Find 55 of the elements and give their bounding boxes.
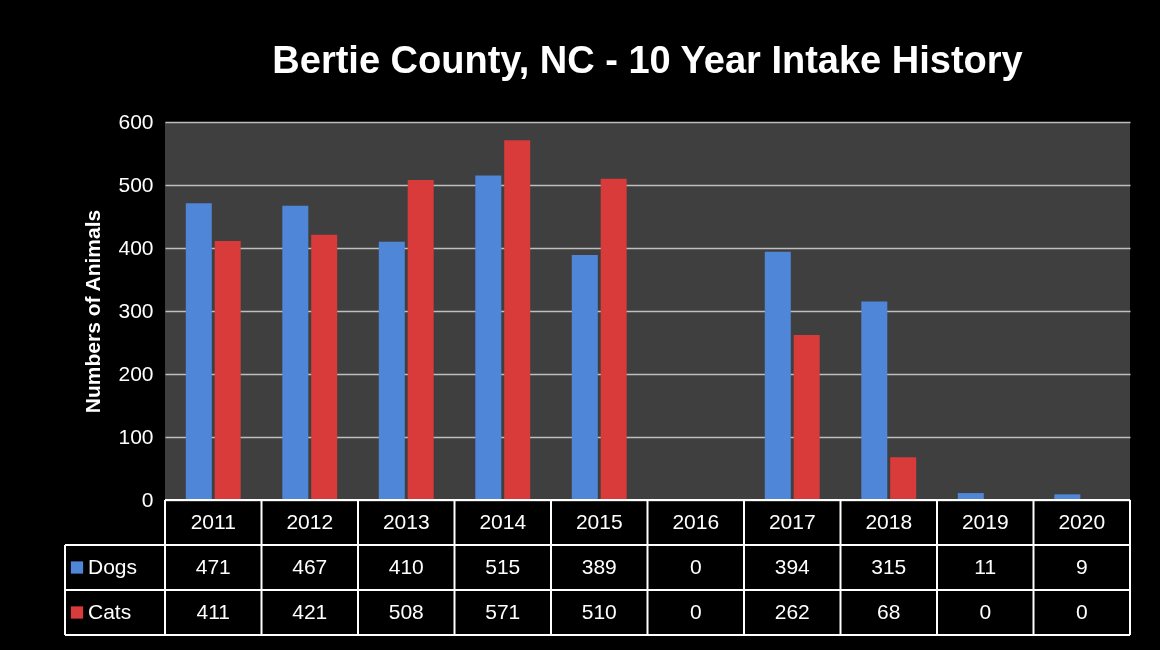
x-tick-label: 2019 bbox=[961, 509, 1009, 533]
data-label: 11 bbox=[974, 554, 997, 578]
data-label: 411 bbox=[196, 599, 230, 623]
y-tick-label: 100 bbox=[118, 424, 154, 448]
data-label: 410 bbox=[388, 554, 424, 578]
chart-title: Bertie County, NC - 10 Year Intake History bbox=[272, 39, 1023, 81]
x-tick-label: 2015 bbox=[575, 509, 623, 533]
x-tick-label: 2020 bbox=[1058, 509, 1106, 533]
bar bbox=[282, 205, 309, 500]
bar bbox=[600, 178, 627, 500]
data-label: 68 bbox=[877, 599, 901, 623]
bar bbox=[571, 254, 598, 500]
bar bbox=[890, 457, 917, 500]
y-tick-label: 300 bbox=[118, 298, 154, 322]
data-label: 394 bbox=[774, 554, 811, 578]
data-label: 9 bbox=[1075, 554, 1088, 578]
bar bbox=[378, 241, 405, 500]
y-tick-label: 0 bbox=[141, 487, 154, 511]
data-label: 315 bbox=[871, 554, 907, 578]
bar bbox=[764, 251, 791, 500]
data-label: 571 bbox=[485, 599, 521, 623]
x-tick-label: 2017 bbox=[768, 509, 816, 533]
data-label: 467 bbox=[292, 554, 328, 578]
bar bbox=[311, 234, 338, 500]
x-tick-label: 2014 bbox=[479, 509, 527, 533]
data-label: 471 bbox=[195, 554, 231, 578]
legend-label: Dogs bbox=[88, 554, 138, 578]
data-label: 421 bbox=[292, 599, 328, 623]
y-tick-label: 200 bbox=[118, 361, 154, 385]
data-label: 0 bbox=[689, 599, 702, 623]
data-label: 508 bbox=[388, 599, 424, 623]
y-tick-label: 600 bbox=[118, 109, 154, 133]
y-tick-label: 400 bbox=[118, 235, 154, 259]
bar bbox=[475, 175, 502, 500]
data-label: 262 bbox=[774, 599, 810, 623]
bar bbox=[185, 203, 212, 500]
data-label: 510 bbox=[581, 599, 617, 623]
x-tick-label: 2016 bbox=[672, 509, 720, 533]
bar bbox=[407, 179, 434, 500]
x-tick-label: 2018 bbox=[865, 509, 913, 533]
data-label: 0 bbox=[689, 554, 702, 578]
x-tick-label: 2012 bbox=[286, 509, 334, 533]
data-label: 0 bbox=[979, 599, 992, 623]
legend-label: Cats bbox=[88, 599, 132, 623]
data-label: 389 bbox=[581, 554, 617, 578]
data-label: 515 bbox=[485, 554, 521, 578]
bar bbox=[793, 334, 820, 500]
x-tick-label: 2013 bbox=[382, 509, 430, 533]
y-tick-label: 500 bbox=[118, 172, 154, 196]
data-label: 0 bbox=[1075, 599, 1088, 623]
x-tick-label: 2011 bbox=[190, 509, 236, 533]
bar bbox=[861, 301, 888, 500]
bar bbox=[504, 140, 531, 500]
y-axis-title: Numbers of Animals bbox=[81, 209, 105, 414]
bar bbox=[214, 241, 241, 500]
